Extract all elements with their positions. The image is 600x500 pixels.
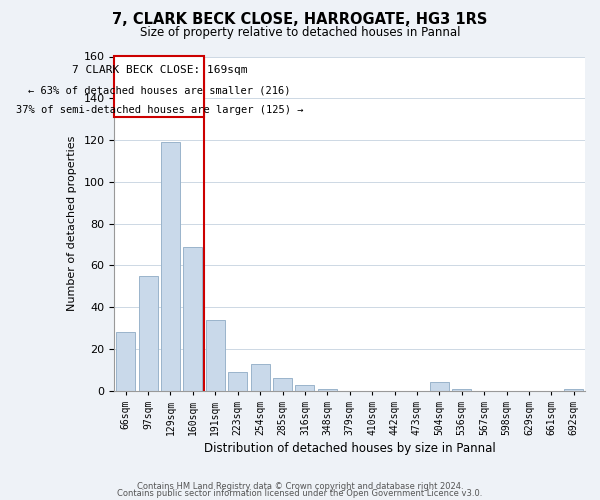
Bar	[295, 384, 314, 391]
Text: 7, CLARK BECK CLOSE, HARROGATE, HG3 1RS: 7, CLARK BECK CLOSE, HARROGATE, HG3 1RS	[112, 12, 488, 28]
Text: Size of property relative to detached houses in Pannal: Size of property relative to detached ho…	[140, 26, 460, 39]
Text: 7 CLARK BECK CLOSE: 169sqm: 7 CLARK BECK CLOSE: 169sqm	[71, 65, 247, 75]
Y-axis label: Number of detached properties: Number of detached properties	[67, 136, 77, 312]
Bar	[452, 388, 471, 391]
Text: 37% of semi-detached houses are larger (125) →: 37% of semi-detached houses are larger (…	[16, 104, 303, 115]
Bar	[273, 378, 292, 391]
Bar	[184, 246, 202, 391]
Text: Contains public sector information licensed under the Open Government Licence v3: Contains public sector information licen…	[118, 490, 482, 498]
Text: Contains HM Land Registry data © Crown copyright and database right 2024.: Contains HM Land Registry data © Crown c…	[137, 482, 463, 491]
Bar	[430, 382, 449, 391]
Text: ← 63% of detached houses are smaller (216): ← 63% of detached houses are smaller (21…	[28, 86, 290, 96]
Bar	[228, 372, 247, 391]
Bar	[564, 388, 583, 391]
Bar	[206, 320, 225, 391]
Bar	[161, 142, 180, 391]
Bar	[115, 56, 204, 117]
X-axis label: Distribution of detached houses by size in Pannal: Distribution of detached houses by size …	[204, 442, 496, 455]
Bar	[139, 276, 158, 391]
Bar	[251, 364, 269, 391]
Bar	[318, 388, 337, 391]
Bar	[116, 332, 135, 391]
